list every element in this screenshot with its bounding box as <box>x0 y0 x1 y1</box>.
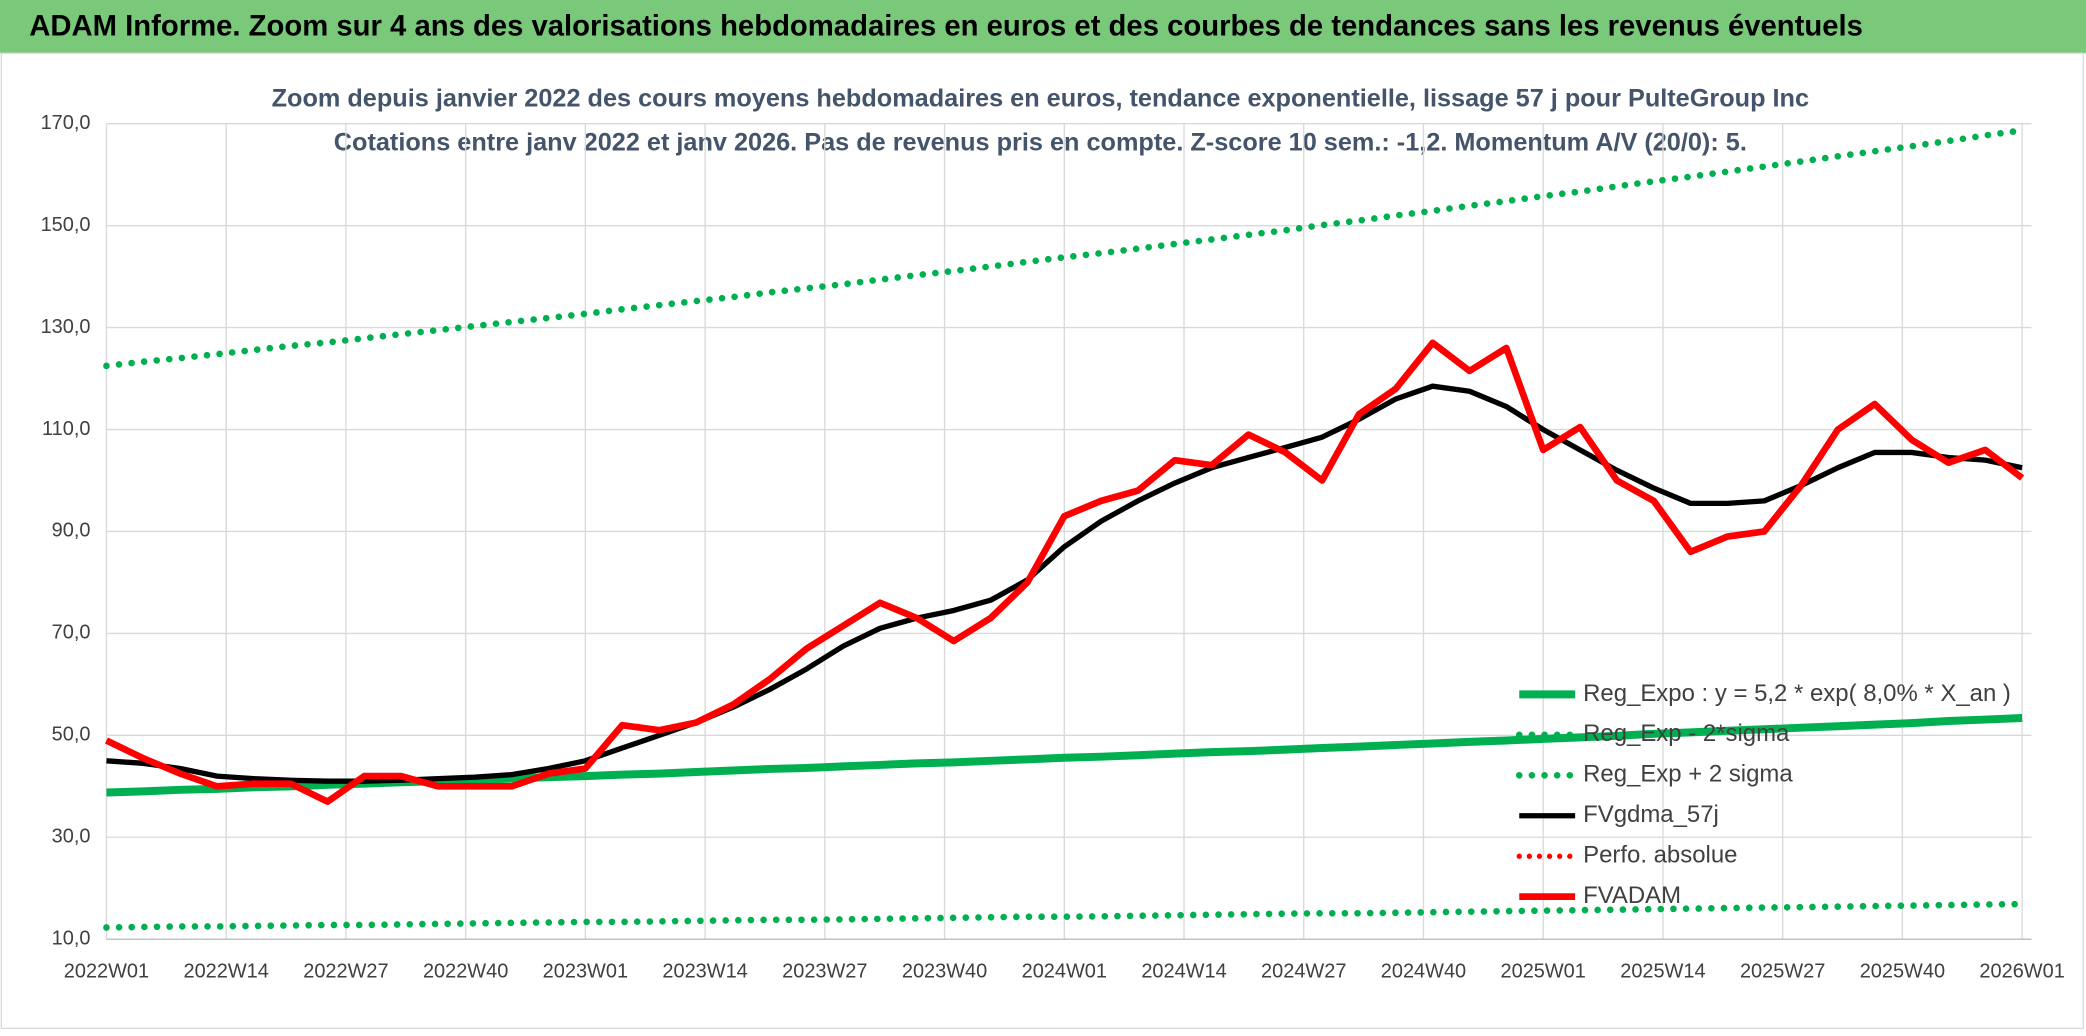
x-tick-label: 2025W40 <box>1860 961 1945 983</box>
x-tick-label: 2025W27 <box>1740 961 1825 983</box>
x-tick-label: 2024W14 <box>1141 961 1226 983</box>
series-line <box>106 383 2023 784</box>
legend-label: Reg_Exp + 2 sigma <box>1583 761 1793 788</box>
series-line <box>103 127 2026 370</box>
legend-item: FVADAM <box>1519 882 1681 909</box>
legend-item: FVgdma_57j <box>1519 801 1719 828</box>
x-tick-label: 2023W40 <box>902 961 987 983</box>
legend-item: Perfo. absolue <box>1516 842 1737 869</box>
x-tick-label: 2026W01 <box>1979 961 2064 983</box>
chart-title: ADAM Informe. Zoom sur 4 ans des valoris… <box>29 11 1863 43</box>
y-tick-label: 150,0 <box>41 214 91 236</box>
y-tick-label: 70,0 <box>52 622 91 644</box>
legend-item: Reg_Exp - 2*sigma <box>1515 720 1790 747</box>
x-tick-label: 2025W01 <box>1501 961 1586 983</box>
legend-label: FVgdma_57j <box>1583 801 1719 828</box>
subtitle: Zoom depuis janvier 2022 des cours moyen… <box>272 84 1809 112</box>
x-tick-label: 2023W01 <box>543 961 628 983</box>
y-tick-label: 110,0 <box>42 418 90 440</box>
x-tick-label: 2022W40 <box>423 961 508 983</box>
x-tick-label: 2022W27 <box>303 961 388 983</box>
chart-frame <box>0 52 2084 1030</box>
legend-label: Perfo. absolue <box>1583 842 1737 869</box>
legend-item: Reg_Exp + 2 sigma <box>1515 761 1793 788</box>
series-line <box>103 900 2026 931</box>
y-tick-label: 10,0 <box>52 927 91 949</box>
y-tick-label: 50,0 <box>52 724 91 746</box>
x-tick-label: 2022W01 <box>64 961 149 983</box>
legend-label: Reg_Exp - 2*sigma <box>1583 720 1790 747</box>
x-tick-label: 2024W01 <box>1022 961 1107 983</box>
x-tick-label: 2023W14 <box>662 961 747 983</box>
x-tick-label: 2024W27 <box>1261 961 1346 983</box>
x-tick-label: 2023W27 <box>782 961 867 983</box>
legend-item: Reg_Expo : y = 5,2 * exp( 8,0% * X_an ) <box>1519 680 2011 707</box>
title-bar <box>0 0 2086 54</box>
y-tick-label: 130,0 <box>41 316 91 338</box>
series-line <box>105 339 2025 805</box>
x-tick-label: 2022W14 <box>184 961 269 983</box>
y-tick-label: 170,0 <box>41 112 91 134</box>
x-tick-label: 2024W40 <box>1381 961 1466 983</box>
legend-label: Reg_Expo : y = 5,2 * exp( 8,0% * X_an ) <box>1583 680 2011 707</box>
x-tick-label: 2025W14 <box>1620 961 1705 983</box>
y-tick-label: 90,0 <box>52 520 91 542</box>
subtitle: Cotations entre janv 2022 et janv 2026. … <box>334 128 1747 156</box>
legend-label: FVADAM <box>1583 882 1681 909</box>
y-tick-label: 30,0 <box>52 826 91 848</box>
